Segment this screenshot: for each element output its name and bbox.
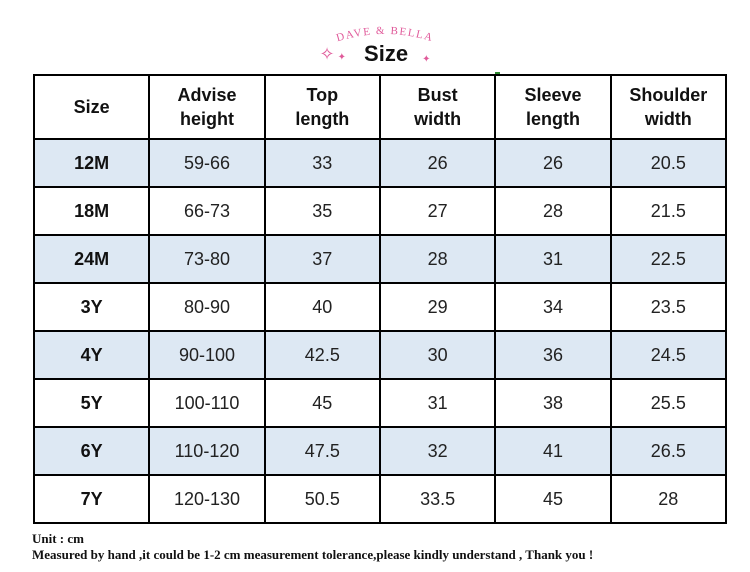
measurement-note: Measured by hand ,it could be 1-2 cm mea… [32, 547, 594, 562]
table-cell: 100-110 [148, 378, 266, 428]
table-cell: 40 [263, 282, 381, 332]
page-title: Size [364, 41, 409, 66]
column-header-line: width [414, 109, 462, 129]
table-cell: 32 [378, 426, 497, 476]
column-header-line: Bust [417, 85, 458, 105]
table-cell: 59-66 [148, 138, 266, 188]
size-cell: 12M [32, 138, 151, 188]
table-cell: 90-100 [148, 330, 266, 380]
green-mark [495, 72, 500, 76]
column-header: Shoulder width [609, 74, 728, 140]
table-cell: 26 [378, 138, 497, 188]
table-cell: 33 [263, 138, 381, 188]
sparkle-right-icon: ✦ [422, 54, 431, 65]
table-row: 24M 73-80 37 28 31 22.5 [32, 234, 728, 284]
footer-notes: Unit : cm Measured by hand ,it could be … [32, 531, 748, 563]
table-cell: 28 [609, 474, 728, 524]
size-cell: 18M [32, 186, 151, 236]
column-header-line: width [644, 109, 692, 129]
sparkle-icon: ✧ [319, 44, 335, 64]
table-cell: 80-90 [148, 282, 266, 332]
table-cell: 24.5 [609, 330, 728, 380]
table-row: 12M 59-66 33 26 26 20.5 [32, 138, 728, 188]
column-header-line: Top [306, 85, 339, 105]
table-cell: 35 [263, 186, 381, 236]
table-cell: 42.5 [263, 330, 381, 380]
column-header: Size [32, 74, 151, 140]
table-row: 3Y 80-90 40 29 34 23.5 [32, 282, 728, 332]
size-cell: 6Y [32, 426, 151, 476]
table-cell: 28 [378, 234, 497, 284]
table-cell: 41 [494, 426, 612, 476]
column-header-line: Size [73, 97, 110, 117]
table-cell: 33.5 [378, 474, 497, 524]
column-header-line: height [179, 109, 234, 129]
size-cell: 7Y [32, 474, 151, 524]
table-cell: 37 [263, 234, 381, 284]
table-row: 18M 66-73 35 27 28 21.5 [32, 186, 728, 236]
table-cell: 50.5 [263, 474, 381, 524]
column-header-line: length [295, 109, 350, 129]
brand-arc: DAVE & BELLA [335, 25, 434, 44]
table-cell: 45 [263, 378, 381, 428]
size-cell: 5Y [32, 378, 151, 428]
table-cell: 30 [378, 330, 497, 380]
table-cell: 25.5 [609, 378, 728, 428]
table-row: 7Y 120-130 50.5 33.5 45 28 [32, 474, 728, 524]
table-cell: 73-80 [148, 234, 266, 284]
table-cell: 29 [378, 282, 497, 332]
column-header: Advise height [148, 74, 266, 140]
table-cell: 34 [494, 282, 612, 332]
table-cell: 110-120 [148, 426, 266, 476]
table-cell: 47.5 [263, 426, 381, 476]
table-cell: 28 [494, 186, 612, 236]
table-cell: 31 [494, 234, 612, 284]
table-cell: 38 [494, 378, 612, 428]
table-cell: 36 [494, 330, 612, 380]
table-cell: 21.5 [609, 186, 728, 236]
table-cell: 120-130 [148, 474, 266, 524]
column-header-line: Advise [177, 85, 237, 105]
sparkle-small-icon: ✦ [337, 52, 347, 63]
column-header: Sleeve length [494, 74, 612, 140]
table-header-row: Size Advise height Top length Bust width Sleeve… [32, 74, 728, 140]
column-header-line: Shoulder [629, 85, 708, 105]
title-row: ✧ ✦ Size ✦ [0, 40, 750, 68]
table-cell: 66-73 [148, 186, 266, 236]
table-row: 4Y 90-100 42.5 30 36 24.5 [32, 330, 728, 380]
column-header-line: length [525, 109, 580, 129]
table-cell: 23.5 [609, 282, 728, 332]
brand-logo: DAVE & BELLA [0, 22, 750, 44]
size-cell: 24M [32, 234, 151, 284]
table-cell: 31 [378, 378, 497, 428]
column-header: Top length [263, 74, 381, 140]
table-cell: 26 [494, 138, 612, 188]
table-cell: 27 [378, 186, 497, 236]
size-cell: 3Y [32, 282, 151, 332]
table-row: 5Y 100-110 45 31 38 25.5 [32, 378, 728, 428]
table-cell: 20.5 [609, 138, 728, 188]
unit-note: Unit : cm [32, 531, 84, 546]
table-cell: 26.5 [609, 426, 728, 476]
table-cell: 45 [494, 474, 612, 524]
column-header: Bust width [378, 74, 497, 140]
size-table: Size Advise height Top length Bust width Sleeve… [32, 74, 728, 524]
table-row: 6Y 110-120 47.5 32 41 26.5 [32, 426, 728, 476]
table-cell: 22.5 [609, 234, 728, 284]
column-header-line: Sleeve [524, 85, 582, 105]
table-body: 12M 59-66 33 26 26 20.5 18M 66-73 35 27 28 21.5 24M 7… [32, 138, 728, 524]
size-cell: 4Y [32, 330, 151, 380]
